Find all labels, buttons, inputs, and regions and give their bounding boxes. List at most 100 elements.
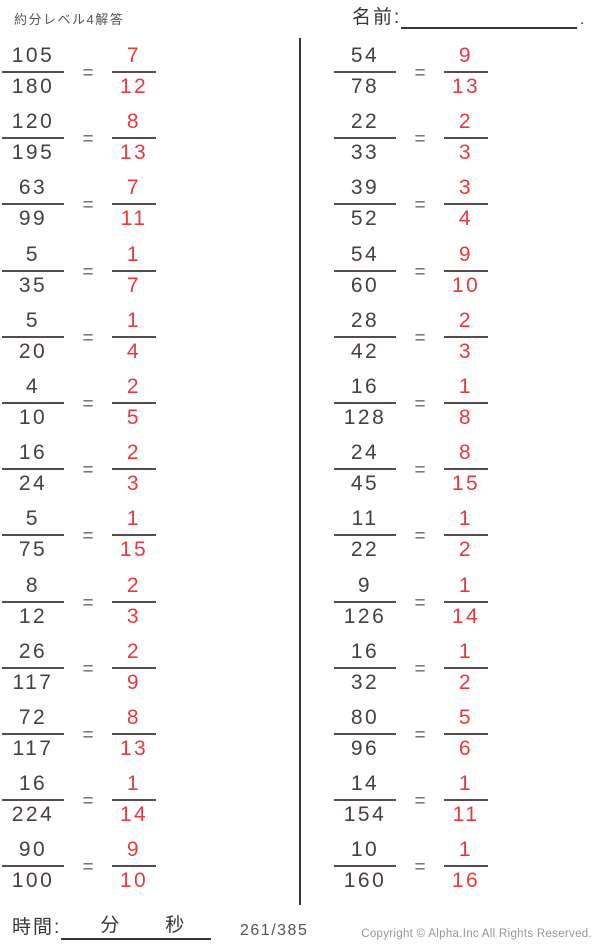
original-fraction: 80 96 — [334, 706, 396, 762]
answer-numerator: 1 — [112, 773, 156, 802]
name-label: 名前: — [352, 7, 402, 28]
answer-fraction: 9 10 — [112, 839, 156, 894]
time-label: 時間: — [12, 917, 62, 938]
answer-fraction: 8 15 — [444, 442, 488, 497]
original-numerator: 9 — [334, 574, 396, 603]
original-fraction: 105 180 — [2, 45, 64, 100]
problem-row: 4 10 = 2 5 — [2, 371, 262, 437]
answer-denominator: 14 — [451, 604, 481, 628]
original-denominator: 126 — [343, 604, 387, 628]
problem-row: 120 195 = 8 13 — [2, 106, 262, 172]
answer-denominator: 9 — [126, 670, 142, 694]
answer-fraction: 1 11 — [444, 773, 488, 828]
equals-sign: = — [414, 857, 426, 879]
answer-denominator: 10 — [451, 273, 481, 297]
equals-sign: = — [82, 658, 94, 680]
copyright: Copyright © Alpha.Inc All Rights Reserve… — [361, 928, 592, 940]
original-denominator: 35 — [18, 273, 48, 297]
original-numerator: 16 — [334, 376, 396, 405]
minutes-label: 分 — [100, 915, 120, 936]
original-denominator: 12 — [18, 604, 48, 628]
answer-numerator: 1 — [444, 376, 488, 405]
answer-fraction: 2 9 — [112, 640, 156, 696]
equals-sign: = — [82, 327, 94, 349]
answer-numerator: 2 — [112, 376, 156, 405]
answer-numerator: 8 — [112, 706, 156, 735]
answer-denominator: 10 — [119, 869, 149, 893]
problem-row: 8 12 = 2 3 — [2, 570, 262, 636]
original-fraction: 8 12 — [2, 574, 64, 630]
equals-sign: = — [82, 63, 94, 85]
equals-sign: = — [82, 195, 94, 217]
answer-fraction: 8 13 — [112, 706, 156, 762]
answer-denominator: 8 — [458, 406, 474, 430]
original-fraction: 10 160 — [334, 839, 396, 894]
original-denominator: 42 — [350, 339, 380, 363]
answer-numerator: 9 — [444, 243, 488, 272]
answer-numerator: 2 — [444, 309, 488, 338]
answer-fraction: 2 3 — [112, 442, 156, 497]
problem-row: 9 126 = 1 14 — [334, 570, 594, 636]
time-underline: 分 秒 — [61, 915, 212, 940]
original-fraction: 16 32 — [334, 640, 396, 696]
problem-row: 63 99 = 7 11 — [2, 172, 262, 238]
problem-row: 16 224 = 1 14 — [2, 768, 262, 834]
problems-column-right: 54 78 = 9 13 22 33 = 2 3 39 52 = 3 4 — [334, 40, 594, 900]
answer-denominator: 16 — [451, 869, 481, 893]
equals-sign: = — [414, 791, 426, 813]
original-numerator: 90 — [2, 839, 64, 868]
original-denominator: 224 — [11, 803, 55, 827]
problem-row: 90 100 = 9 10 — [2, 834, 262, 900]
time-field: 時間: 分 秒 — [12, 915, 212, 940]
answer-fraction: 1 14 — [444, 574, 488, 630]
problem-row: 39 52 = 3 4 — [334, 172, 594, 238]
original-numerator: 14 — [334, 773, 396, 802]
answer-fraction: 8 13 — [112, 111, 156, 166]
original-denominator: 22 — [350, 538, 380, 562]
answer-fraction: 2 3 — [112, 574, 156, 630]
original-denominator: 180 — [11, 75, 55, 99]
answer-fraction: 1 16 — [444, 839, 488, 894]
original-fraction: 9 126 — [334, 574, 396, 630]
answer-numerator: 1 — [112, 309, 156, 338]
original-denominator: 75 — [18, 538, 48, 562]
original-numerator: 22 — [334, 111, 396, 140]
original-numerator: 80 — [334, 706, 396, 735]
original-fraction: 5 20 — [2, 309, 64, 365]
equals-sign: = — [414, 63, 426, 85]
answer-fraction: 9 10 — [444, 243, 488, 299]
problems-column-left: 105 180 = 7 12 120 195 = 8 13 63 99 = 7 … — [2, 40, 262, 900]
original-denominator: 117 — [12, 736, 54, 760]
original-numerator: 28 — [334, 309, 396, 338]
problem-row: 5 75 = 1 15 — [2, 503, 262, 569]
original-fraction: 5 35 — [2, 243, 64, 299]
answer-numerator: 8 — [444, 442, 488, 471]
original-numerator: 26 — [2, 640, 64, 669]
original-numerator: 8 — [2, 574, 64, 603]
answer-fraction: 2 3 — [444, 309, 488, 365]
problem-row: 16 32 = 1 2 — [334, 636, 594, 702]
problem-row: 26 117 = 2 9 — [2, 636, 262, 702]
name-field: 名前: . — [352, 6, 584, 29]
answer-denominator: 6 — [458, 736, 474, 760]
equals-sign: = — [414, 195, 426, 217]
original-numerator: 39 — [334, 177, 396, 206]
answer-denominator: 11 — [452, 803, 480, 827]
equals-sign: = — [82, 791, 94, 813]
problem-row: 5 35 = 1 7 — [2, 239, 262, 305]
original-fraction: 72 117 — [2, 706, 64, 762]
problem-row: 72 117 = 8 13 — [2, 702, 262, 768]
original-numerator: 5 — [2, 309, 64, 338]
original-fraction: 63 99 — [2, 177, 64, 232]
name-underline: . — [401, 6, 584, 29]
problem-row: 16 128 = 1 8 — [334, 371, 594, 437]
original-denominator: 160 — [343, 869, 387, 893]
original-fraction: 5 75 — [2, 508, 64, 563]
problem-row: 54 60 = 9 10 — [334, 239, 594, 305]
answer-fraction: 1 15 — [112, 508, 156, 563]
name-line-period: . — [579, 11, 585, 28]
original-denominator: 154 — [343, 803, 387, 827]
original-denominator: 100 — [11, 869, 55, 893]
answer-denominator: 2 — [458, 670, 474, 694]
